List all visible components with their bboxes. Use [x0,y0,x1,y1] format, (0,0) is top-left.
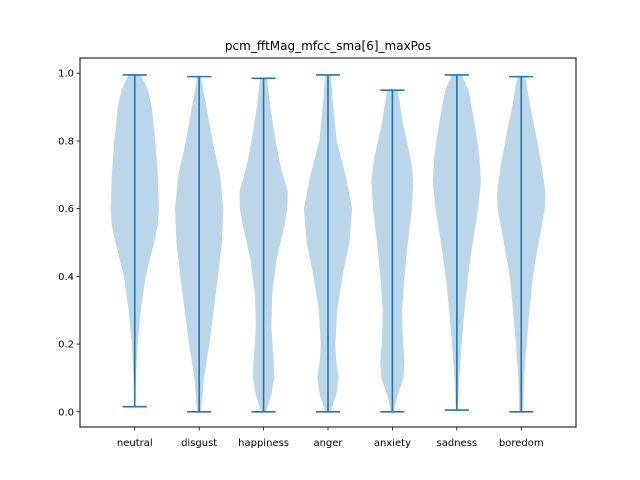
violin-lines-layer [122,74,534,413]
x-tick-label-neutral: neutral [117,438,153,449]
x-axis: neutral disgust happiness anger anxiety sadne… [117,427,544,449]
x-tick-label-anxiety: anxiety [374,438,411,449]
y-tick-label: 0.0 [58,407,74,418]
x-tick-label-happiness: happiness [238,438,289,449]
y-tick-label: 0.6 [58,204,74,215]
x-tick-label-sadness: sadness [437,438,478,449]
y-tick-label: 0.4 [58,272,74,283]
x-tick-label-boredom: boredom [499,438,544,449]
y-tick-label: 1.0 [58,69,74,80]
chart-title: pcm_fftMag_mfcc_sma[6]_maxPos [225,39,431,53]
x-tick-label-disgust: disgust [181,438,217,449]
y-tick-label: 0.8 [58,136,74,147]
x-tick-label-anger: anger [313,438,343,449]
y-tick-label: 0.2 [58,340,74,351]
y-axis: 0.0 0.2 0.4 0.6 0.8 1.0 [58,69,80,418]
